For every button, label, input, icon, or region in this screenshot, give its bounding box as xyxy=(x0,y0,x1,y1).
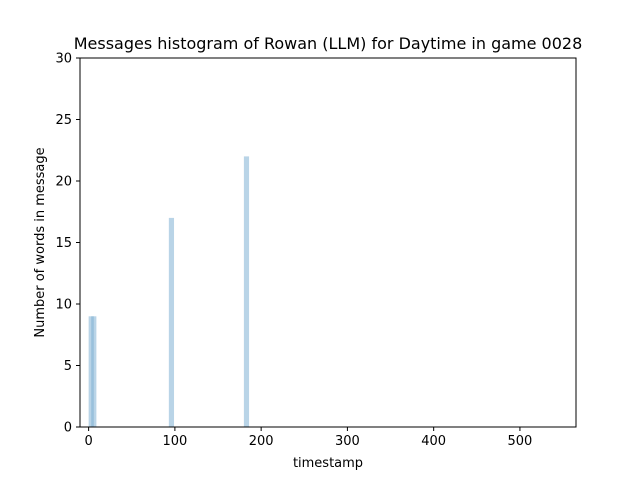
x-tick-label: 500 xyxy=(508,434,533,449)
y-tick-label: 20 xyxy=(55,175,72,190)
y-tick-label: 25 xyxy=(55,113,72,128)
x-axis-label: timestamp xyxy=(293,456,363,471)
y-tick-label: 0 xyxy=(64,421,72,436)
y-tick-label: 10 xyxy=(55,298,72,313)
x-tick-label: 100 xyxy=(162,434,187,449)
y-tick-label: 30 xyxy=(55,52,72,67)
x-tick-label: 200 xyxy=(249,434,274,449)
y-tick-label: 15 xyxy=(55,236,72,251)
x-tick-label: 400 xyxy=(421,434,446,449)
y-tick-label: 5 xyxy=(64,359,72,374)
x-tick-label: 300 xyxy=(335,434,360,449)
histogram-bar xyxy=(168,217,175,427)
histogram-bar xyxy=(243,156,250,427)
y-axis-ticks: 0 5 10 15 20 25 30 xyxy=(55,52,80,436)
x-axis-ticks: 0 100 200 300 400 500 xyxy=(84,427,532,449)
histogram-bar xyxy=(91,316,97,427)
bar-group xyxy=(88,156,250,427)
x-tick-label: 0 xyxy=(84,434,92,449)
chart-title: Messages histogram of Rowan (LLM) for Da… xyxy=(74,34,583,53)
y-axis-label: Number of words in message xyxy=(33,147,48,337)
